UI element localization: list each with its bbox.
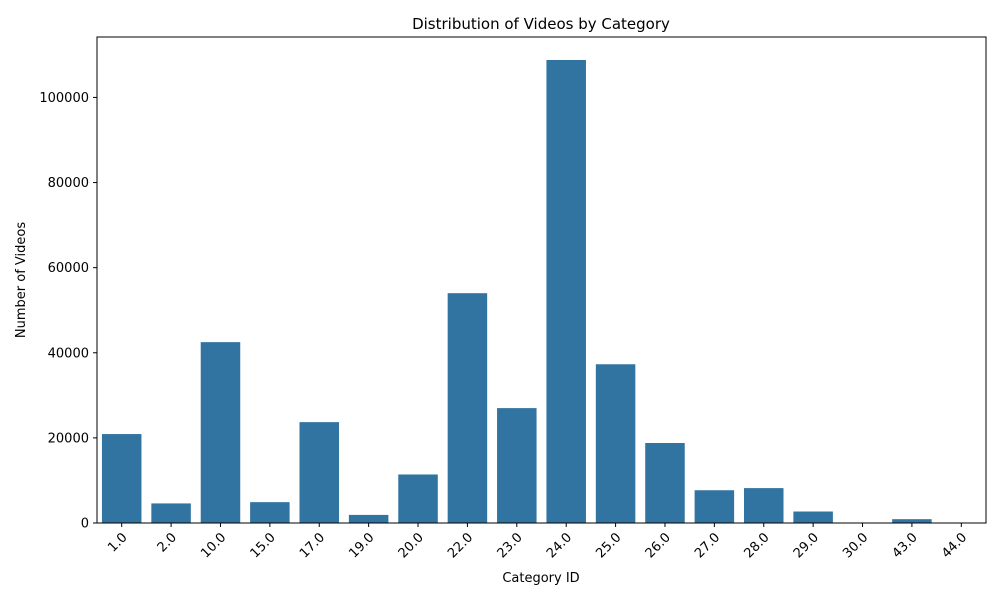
y-tick-label: 0 [81,517,89,532]
x-tick-label: 44.0 [939,530,970,561]
bar-19.0 [348,514,389,523]
bar-2.0 [151,503,191,523]
bar-27.0 [694,490,735,523]
x-tick-label: 22.0 [445,530,476,561]
x-tick-label: 15.0 [248,530,279,561]
bar-43.0 [892,519,932,523]
x-tick-label: 2.0 [155,530,180,555]
bar-24.0 [546,59,586,523]
x-tick-label: 25.0 [593,530,624,561]
y-axis-ticks: 0 20000 40000 60000 80000 100000 [39,91,97,532]
x-tick-label: 10.0 [198,530,229,561]
x-tick-label: 24.0 [544,530,575,561]
x-axis-ticks: 1.0 2.0 10.0 15.0 17.0 19.0 20.0 22.0 23.0 24.0 25… [105,523,970,561]
bar-25.0 [595,364,636,523]
x-tick-label: 1.0 [105,530,130,555]
x-tick-label: 30.0 [840,530,871,561]
bars-group [101,59,932,523]
bar-23.0 [497,408,537,523]
y-tick-label: 60000 [48,261,89,276]
y-tick-label: 100000 [39,91,89,106]
bar-10.0 [200,342,241,523]
x-tick-label: 26.0 [643,530,674,561]
x-tick-label: 23.0 [495,530,526,561]
x-tick-label: 19.0 [346,530,377,561]
bar-17.0 [299,422,339,523]
y-tick-label: 40000 [48,346,89,361]
x-tick-label: 27.0 [692,530,723,561]
x-tick-label: 43.0 [890,530,921,561]
bar-28.0 [743,488,784,523]
bar-26.0 [645,442,685,523]
chart-title: Distribution of Videos by Category [412,15,670,33]
x-axis-label: Category ID [502,571,579,586]
bar-1.0 [101,434,142,523]
x-tick-label: 29.0 [791,530,822,561]
x-tick-label: 17.0 [297,530,328,561]
bar-29.0 [793,511,833,523]
x-tick-label: 28.0 [741,530,772,561]
plot-frame [96,36,987,524]
y-tick-label: 20000 [48,431,89,446]
bar-22.0 [447,293,488,523]
y-tick-label: 80000 [48,176,89,191]
bar-20.0 [398,474,438,523]
bar-15.0 [250,502,290,523]
y-axis-label: Number of Videos [14,222,29,338]
x-tick-label: 20.0 [396,530,427,561]
